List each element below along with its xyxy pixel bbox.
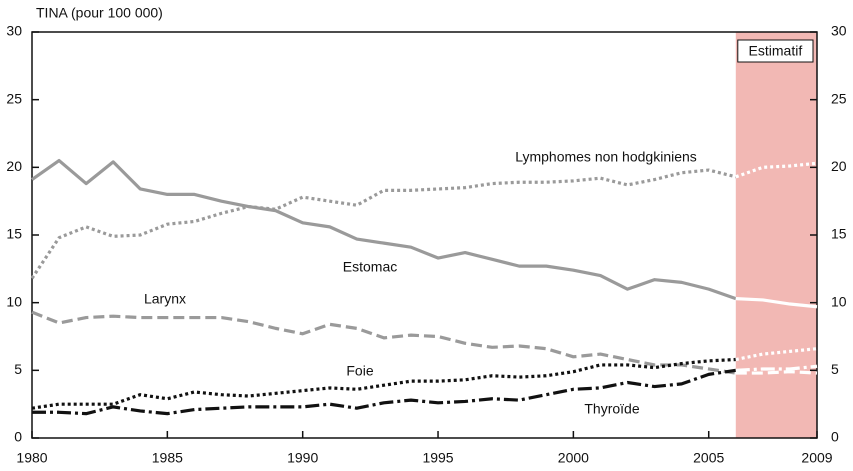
y2-tick-label: 30	[831, 23, 847, 39]
y2-tick-label: 10	[831, 293, 847, 309]
x-tick-label: 1990	[287, 450, 318, 466]
series-line	[31, 310, 737, 375]
series-estimate-line	[735, 364, 818, 372]
series-line	[31, 158, 737, 301]
y-tick-label: 0	[14, 429, 22, 445]
y-tick-label: 15	[6, 226, 22, 242]
plot-frame	[31, 31, 818, 439]
series-label: Lymphomes non hodgkiniens	[515, 149, 697, 165]
y-tick-label: 5	[14, 361, 22, 377]
y-tick-label: 10	[6, 293, 22, 309]
y-tick-label: 30	[6, 23, 22, 39]
y2-tick-label: 15	[831, 226, 847, 242]
series-estimate-line	[735, 297, 818, 309]
series-label: Larynx	[144, 291, 186, 307]
estimate-region	[735, 32, 817, 438]
x-tick-label: 1995	[422, 450, 453, 466]
series-label: Foie	[346, 363, 373, 379]
estimate-label: Estimatif	[749, 43, 803, 59]
y-tick-label: 20	[6, 158, 22, 174]
x-tick-label: 1985	[152, 450, 183, 466]
y-tick-label: 25	[6, 90, 22, 106]
series-line	[31, 357, 736, 410]
x-tick-label: 2009	[801, 450, 832, 466]
y2-tick-label: 0	[831, 429, 839, 445]
x-tick-label: 2000	[558, 450, 589, 466]
y2-tick-label: 20	[831, 158, 847, 174]
x-tick-label: 2005	[693, 450, 724, 466]
series-line	[30, 168, 737, 280]
series-estimate-line	[735, 370, 818, 375]
series-estimate-line	[735, 161, 818, 179]
series-label: Estomac	[343, 259, 397, 275]
y-axis-label: TINA (pour 100 000)	[36, 5, 163, 21]
series-estimate-line	[735, 347, 818, 362]
estimate-label-box	[737, 39, 814, 63]
y2-tick-label: 25	[831, 90, 847, 106]
y2-tick-label: 5	[831, 361, 839, 377]
series-line	[32, 368, 737, 416]
x-tick-label: 1980	[16, 450, 47, 466]
series-label: Thyroïde	[584, 401, 639, 417]
